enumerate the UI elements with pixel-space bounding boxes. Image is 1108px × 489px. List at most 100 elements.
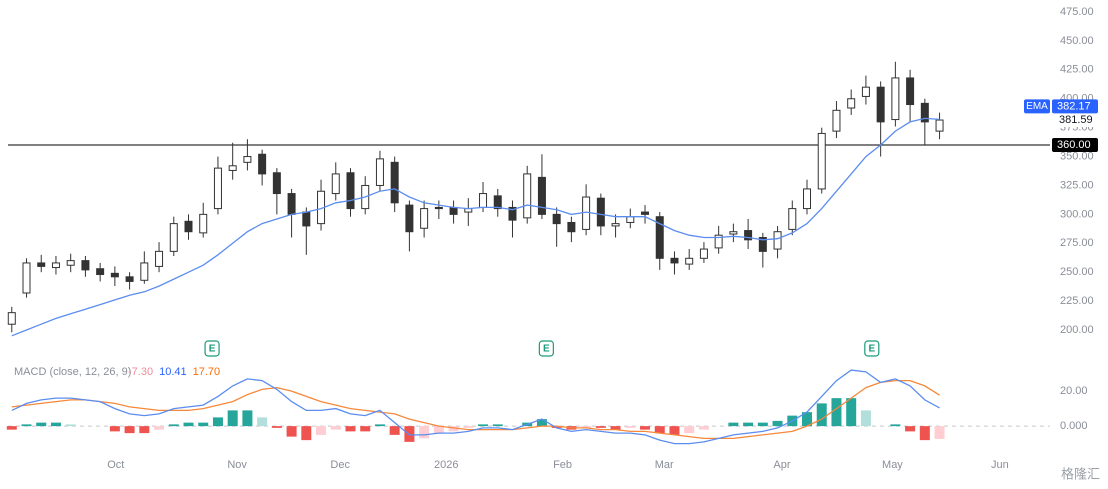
x-tick-label: Jun (991, 459, 1009, 471)
histogram-bar (846, 398, 857, 427)
candle-body (567, 221, 576, 233)
candle-body (51, 262, 60, 269)
candle-body (876, 86, 885, 123)
histogram-bar (595, 426, 606, 428)
histogram-bar (860, 410, 871, 427)
event-marker (538, 340, 554, 357)
y-tick-label: 425.00 (1060, 64, 1094, 76)
histogram-bar (374, 424, 385, 427)
event-label: E (543, 344, 550, 355)
candle-body (641, 211, 650, 215)
event-label: E (868, 344, 875, 355)
candle-body (920, 102, 929, 123)
histogram-bar (728, 422, 739, 427)
candle-body (302, 211, 311, 227)
event-marker (864, 340, 880, 357)
candle-body (184, 220, 193, 233)
x-tick-label: Dec (330, 459, 350, 471)
histogram-bar (316, 426, 327, 435)
candle-body (582, 196, 591, 230)
histogram-bar (757, 422, 768, 427)
histogram-bar (154, 426, 165, 430)
y-tick-label: 20.00 (1060, 385, 1088, 397)
histogram-bar (743, 422, 754, 427)
histogram-bar (124, 426, 135, 434)
candle-body (508, 206, 517, 221)
y-tick-label: 275.00 (1060, 237, 1094, 249)
candle-body (81, 260, 90, 271)
candle-body (788, 208, 797, 230)
candle-body (390, 161, 399, 204)
histogram-bar (109, 426, 120, 432)
candle-body (670, 257, 679, 264)
candle-body (7, 312, 16, 325)
histogram-bar (168, 424, 179, 427)
histogram-bar (183, 422, 194, 427)
histogram-bar (404, 426, 415, 442)
candle-body (493, 195, 502, 210)
last-price: 381.59 (1059, 114, 1093, 126)
histogram-bar (478, 424, 489, 427)
y-tick-label: 250.00 (1060, 266, 1094, 278)
candle-body (803, 188, 812, 210)
candle-body (729, 231, 738, 235)
histogram-bar (50, 422, 61, 427)
x-tick-label: 2026 (434, 459, 458, 471)
histogram-bar (816, 403, 827, 427)
candle-body (891, 77, 900, 121)
histogram-bar (492, 424, 503, 427)
histogram-bar (890, 424, 901, 427)
candle-body (169, 223, 178, 252)
candle-body (213, 167, 222, 210)
ema-line (11, 117, 940, 337)
candle-body (110, 272, 119, 278)
candle-body (479, 193, 488, 208)
x-tick-label: Apr (773, 459, 790, 471)
candle-body (714, 234, 723, 249)
candle-body (96, 268, 105, 275)
histogram-bar (581, 426, 592, 428)
macd-line (11, 369, 940, 445)
ema-tag-name-box (1024, 99, 1050, 114)
candle-body (935, 119, 944, 132)
candle-body (861, 86, 870, 97)
candle-body (346, 172, 355, 210)
candle-body (523, 173, 532, 219)
x-tick-label: Mar (655, 459, 674, 471)
hline-tag-label: 360.00 (1057, 139, 1091, 151)
y-tick-label: 0.000 (1060, 420, 1088, 432)
ema-tag-value: 382.17 (1057, 100, 1091, 112)
candle-body (537, 176, 546, 215)
histogram-bar (227, 410, 238, 427)
histogram-bar (301, 426, 312, 441)
histogram-bar (640, 426, 651, 430)
histogram-bar (271, 426, 282, 428)
candle-body (611, 223, 620, 227)
candle-body (832, 109, 841, 132)
x-tick-label: May (882, 459, 903, 471)
candle-body (434, 206, 443, 210)
y-tick-label: 200.00 (1060, 324, 1094, 336)
candle-body (37, 262, 46, 267)
histogram-bar (286, 426, 297, 437)
candle-body (199, 213, 208, 234)
candle-body (375, 158, 384, 186)
histogram-bar (551, 426, 562, 428)
y-tick-label: 325.00 (1060, 179, 1094, 191)
candle-body (140, 262, 149, 281)
histogram-bar (802, 412, 813, 427)
watermark: 格隆汇 (1061, 466, 1100, 481)
y-tick-label: 475.00 (1060, 6, 1094, 18)
histogram-bar (625, 426, 636, 428)
histogram-bar (21, 424, 32, 427)
histogram-bar (212, 417, 223, 427)
candle-body (258, 153, 267, 175)
candle-body (420, 208, 429, 229)
x-tick-label: Oct (107, 459, 124, 471)
histogram-bar (654, 426, 665, 434)
histogram-bar (448, 426, 459, 432)
candle-body (906, 77, 915, 106)
candle-body (22, 262, 31, 294)
candle-body (596, 197, 605, 227)
